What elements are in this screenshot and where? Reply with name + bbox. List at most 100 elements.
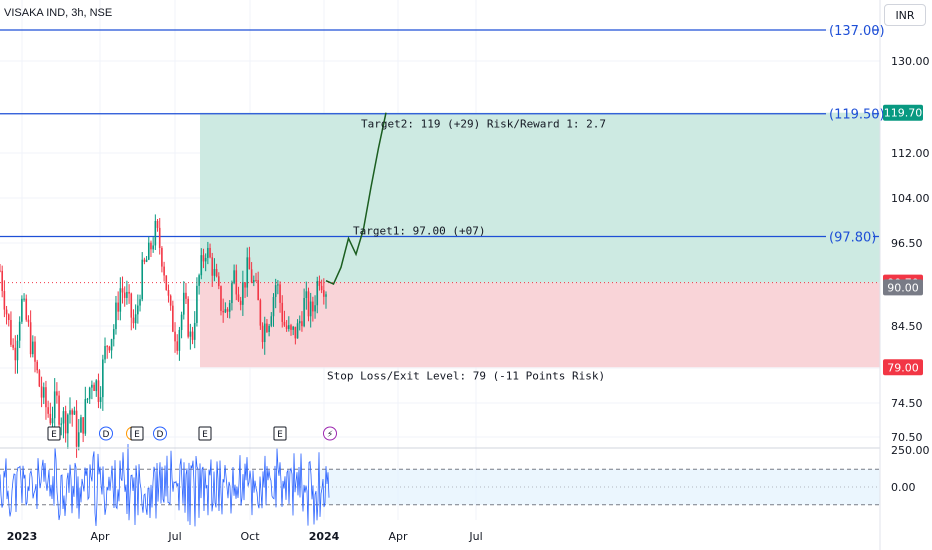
- candle-body: [279, 284, 281, 303]
- candle-body: [323, 290, 325, 297]
- candle-body: [187, 298, 189, 337]
- annotation-label: Stop Loss/Exit Level: 79 (-11 Points Ris…: [327, 369, 605, 382]
- candle-body: [191, 331, 194, 340]
- candle-body: [60, 423, 63, 425]
- candle-body: [207, 247, 209, 258]
- candle-body: [244, 282, 246, 288]
- candle-body: [301, 321, 303, 327]
- event-dividend-icon: [153, 426, 167, 441]
- candle-body: [180, 314, 183, 330]
- candle-body: [172, 305, 174, 332]
- candle-body: [185, 292, 187, 299]
- candle-body: [134, 314, 137, 324]
- candle-body: [67, 414, 69, 434]
- candle-body: [292, 326, 294, 330]
- candle-body: [53, 391, 56, 419]
- candle-body: [215, 269, 218, 277]
- candle-body: [126, 291, 128, 298]
- price-axis[interactable]: 130.00 112.00 104.00 96.50 84.50 74.50 70.5025…: [891, 55, 930, 494]
- projection-path: [325, 112, 387, 285]
- candle-body: [217, 276, 220, 287]
- time-axis-tick: Apr: [90, 530, 110, 543]
- candle-body: [314, 305, 316, 312]
- candle-body: [91, 384, 93, 388]
- time-axis-tick: 2023: [7, 530, 38, 543]
- candle-body: [128, 291, 130, 294]
- candle-body: [165, 275, 168, 291]
- candle-body: [176, 341, 179, 351]
- candle-body: [222, 310, 224, 313]
- candle-body: [5, 309, 8, 315]
- candle-body: [145, 259, 148, 262]
- candle-body: [38, 370, 41, 387]
- time-axis-tick: Oct: [240, 530, 260, 543]
- candle-body: [242, 282, 244, 305]
- candle-body: [45, 387, 47, 408]
- price-axis-tick: 74.50: [891, 397, 923, 410]
- candle-body: [220, 286, 222, 311]
- candle-body: [3, 291, 6, 310]
- candle-body: [283, 321, 286, 326]
- candle-body: [21, 298, 23, 322]
- candle-body: [1, 270, 3, 292]
- candle-body: [108, 346, 111, 351]
- candle-body: [115, 302, 117, 330]
- candle-body: [139, 299, 141, 306]
- time-axis-tick: Jul: [468, 530, 482, 543]
- currency-selector[interactable]: INR: [884, 4, 926, 26]
- chart-title: VISAKA IND, 3h, NSE: [4, 7, 112, 19]
- time-axis-tick: 2024: [309, 530, 340, 543]
- candle-body: [75, 410, 78, 447]
- candle-body: [14, 347, 17, 361]
- candle-body: [137, 305, 139, 315]
- candle-body: [32, 341, 34, 355]
- candle-body: [0, 270, 1, 272]
- event-earnings-icon: [47, 426, 61, 441]
- candle-body: [312, 301, 314, 312]
- candle-body: [7, 314, 10, 320]
- price-tag-label: 90.00: [887, 281, 919, 294]
- candle-body: [71, 410, 74, 415]
- candle-body: [62, 411, 65, 424]
- time-axis[interactable]: 2023 Apr Jul Oct 2024 Apr Jul: [7, 530, 483, 543]
- candle-body: [154, 220, 157, 246]
- candle-body: [316, 280, 319, 306]
- candle-body: [290, 325, 292, 330]
- candle-body: [196, 285, 198, 323]
- annotation-label: Target1: 97.00 (+07): [353, 224, 485, 237]
- price-axis-tick: 84.50: [891, 320, 923, 333]
- event-dividend-icon: [99, 426, 113, 441]
- candle-body: [325, 294, 327, 297]
- candle-body: [143, 259, 146, 262]
- time-axis-tick: Apr: [388, 530, 408, 543]
- candle-body: [95, 380, 98, 392]
- candle-body: [174, 331, 176, 342]
- price-tag: [883, 279, 923, 296]
- event-label: D: [157, 430, 164, 440]
- level-label: (119.50): [829, 108, 885, 123]
- event-label: E: [277, 430, 283, 440]
- price-tag: [883, 104, 923, 121]
- candle-body: [211, 257, 214, 276]
- price-axis-tick: 70.50: [891, 431, 923, 444]
- event-label: E: [51, 430, 57, 440]
- candle-body: [288, 325, 290, 329]
- candle-body: [259, 300, 262, 326]
- time-axis-tick: Jul: [167, 530, 181, 543]
- event-markers[interactable]: EDDEDEE⚡: [47, 426, 337, 441]
- level-label: (137.00): [829, 24, 885, 39]
- price-axis-tick: 130.00: [891, 55, 930, 68]
- level-label: (97.80): [829, 230, 876, 245]
- candle-body: [29, 322, 32, 355]
- candle-body: [239, 300, 242, 305]
- candle-body: [47, 407, 49, 414]
- horizontal-levels[interactable]: (137.00) (119.50) (97.80): [0, 24, 885, 284]
- candle-body: [23, 298, 25, 300]
- candle-body: [104, 346, 106, 360]
- oscillator-line: [0, 444, 330, 527]
- candle-body: [51, 418, 54, 424]
- candle-body: [263, 323, 266, 343]
- candle-body: [152, 245, 154, 250]
- candle-body: [158, 227, 161, 248]
